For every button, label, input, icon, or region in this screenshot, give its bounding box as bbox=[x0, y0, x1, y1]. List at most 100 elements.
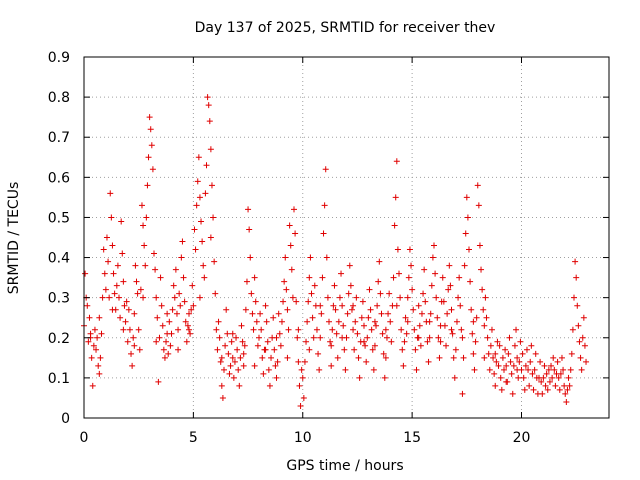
data-point bbox=[109, 306, 116, 313]
data-point bbox=[453, 318, 460, 325]
data-point bbox=[151, 250, 157, 257]
data-point bbox=[324, 294, 331, 301]
data-point bbox=[511, 342, 518, 349]
data-point bbox=[203, 162, 210, 169]
data-point bbox=[236, 382, 243, 389]
data-point bbox=[397, 294, 404, 301]
data-point bbox=[469, 330, 476, 337]
data-point bbox=[573, 274, 580, 281]
data-point bbox=[303, 338, 310, 345]
data-point bbox=[275, 310, 282, 317]
data-point bbox=[326, 318, 332, 325]
data-point bbox=[305, 298, 312, 305]
y-tick-label: 0 bbox=[61, 411, 70, 427]
data-point bbox=[503, 378, 510, 385]
data-point bbox=[344, 310, 351, 317]
data-point bbox=[181, 298, 188, 305]
data-point bbox=[339, 302, 346, 309]
y-tick-label: 0.8 bbox=[48, 90, 70, 106]
data-point bbox=[126, 326, 133, 333]
grid bbox=[84, 57, 609, 418]
data-point bbox=[249, 310, 256, 317]
data-point bbox=[350, 302, 357, 309]
data-point bbox=[144, 182, 151, 189]
data-point bbox=[345, 290, 352, 297]
data-point bbox=[385, 310, 392, 317]
data-point bbox=[95, 362, 102, 369]
data-point bbox=[311, 282, 318, 289]
data-point bbox=[332, 306, 339, 313]
data-point bbox=[218, 354, 225, 361]
data-point bbox=[102, 286, 109, 293]
data-point bbox=[262, 346, 269, 353]
data-point bbox=[152, 266, 159, 273]
data-point bbox=[517, 338, 524, 345]
data-point bbox=[189, 282, 196, 289]
data-point bbox=[122, 318, 129, 325]
data-point bbox=[482, 294, 489, 301]
x-tick-label: 0 bbox=[80, 430, 89, 446]
data-point bbox=[418, 310, 425, 317]
data-point bbox=[85, 338, 92, 345]
data-point bbox=[113, 282, 120, 289]
data-point bbox=[459, 334, 466, 341]
data-point bbox=[250, 326, 257, 333]
data-point bbox=[415, 302, 422, 309]
data-point bbox=[177, 302, 184, 309]
axis-ticks bbox=[83, 56, 609, 419]
data-point bbox=[440, 298, 447, 305]
data-point bbox=[369, 346, 376, 353]
data-point bbox=[147, 126, 154, 133]
data-point bbox=[561, 382, 568, 389]
y-axis-label: SRMTID / TECUs bbox=[6, 182, 22, 295]
data-point bbox=[441, 322, 448, 329]
y-tick-label: 0.1 bbox=[48, 371, 70, 387]
data-point bbox=[143, 214, 150, 221]
data-point bbox=[168, 330, 175, 337]
data-point bbox=[554, 358, 561, 365]
data-point bbox=[254, 342, 261, 349]
data-point bbox=[287, 242, 294, 249]
data-point bbox=[306, 274, 313, 281]
data-point bbox=[494, 338, 501, 345]
data-point bbox=[233, 334, 240, 341]
data-point bbox=[276, 330, 283, 337]
data-point bbox=[120, 326, 127, 333]
data-point bbox=[171, 294, 178, 301]
data-point bbox=[161, 354, 168, 361]
data-point bbox=[306, 346, 313, 353]
data-point bbox=[428, 282, 435, 289]
data-point bbox=[294, 334, 301, 341]
data-point bbox=[523, 346, 530, 353]
data-point bbox=[130, 334, 137, 341]
data-point bbox=[479, 286, 486, 293]
data-point bbox=[439, 274, 446, 281]
data-point bbox=[248, 290, 255, 297]
data-point bbox=[304, 318, 311, 325]
data-point bbox=[366, 286, 373, 293]
data-point bbox=[354, 330, 361, 337]
data-point bbox=[211, 258, 218, 265]
data-point bbox=[219, 394, 226, 401]
data-point bbox=[308, 290, 315, 297]
data-point bbox=[380, 350, 387, 357]
data-point bbox=[375, 278, 382, 285]
data-point bbox=[196, 194, 203, 201]
data-point bbox=[252, 298, 259, 305]
data-point bbox=[99, 294, 106, 301]
data-point bbox=[116, 294, 122, 301]
data-point bbox=[392, 194, 399, 201]
y-tick-label: 0.6 bbox=[48, 170, 70, 186]
data-point bbox=[390, 274, 397, 281]
data-point bbox=[335, 318, 342, 325]
chart-title: Day 137 of 2025, SRMTID for receiver the… bbox=[195, 20, 496, 36]
data-point bbox=[155, 378, 162, 385]
data-point bbox=[581, 342, 588, 349]
data-point bbox=[93, 346, 100, 353]
data-point bbox=[165, 350, 172, 357]
data-point bbox=[583, 358, 590, 365]
data-point bbox=[192, 246, 199, 253]
data-point bbox=[90, 342, 97, 349]
data-point bbox=[514, 354, 521, 361]
